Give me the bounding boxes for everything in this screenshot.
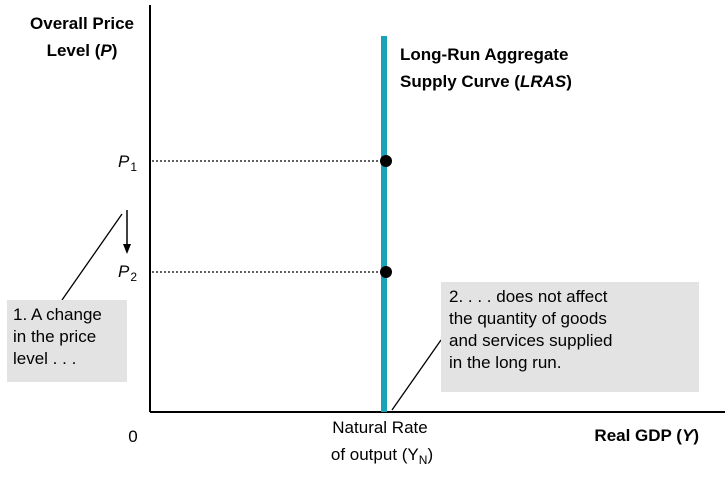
lras-label-line1: Long-Run Aggregate: [400, 45, 568, 64]
point-p1: [380, 155, 392, 167]
point-p2: [380, 266, 392, 278]
origin-label: 0: [128, 427, 137, 446]
note-line: 1. A change: [13, 305, 102, 324]
p2-label: P2: [118, 262, 137, 284]
note-line: 2. . . . does not affect: [449, 287, 608, 306]
price-change-note: 1. A change in the price level . . .: [7, 300, 127, 382]
p1-label: P1: [118, 152, 137, 174]
y-axis-title-line2: Level (P): [47, 41, 118, 60]
no-effect-note: 2. . . . does not affect the quantity of…: [441, 282, 699, 392]
note-line: level . . .: [13, 349, 77, 368]
right-callout-line: [391, 339, 442, 411]
natural-rate-line1: Natural Rate: [332, 418, 427, 437]
note-line: the quantity of goods: [449, 309, 607, 328]
lras-label-line2: Supply Curve (LRAS): [400, 72, 572, 91]
note-line: and services supplied: [449, 331, 613, 350]
price-change-arrowhead: [123, 244, 131, 254]
x-axis-title: Real GDP (Y): [594, 426, 699, 445]
natural-rate-line2: of output (YN): [331, 445, 433, 467]
note-line: in the long run.: [449, 353, 562, 372]
note-line: in the price: [13, 327, 97, 346]
y-axis-title-line1: Overall Price: [30, 14, 134, 33]
left-callout-line: [61, 213, 123, 301]
